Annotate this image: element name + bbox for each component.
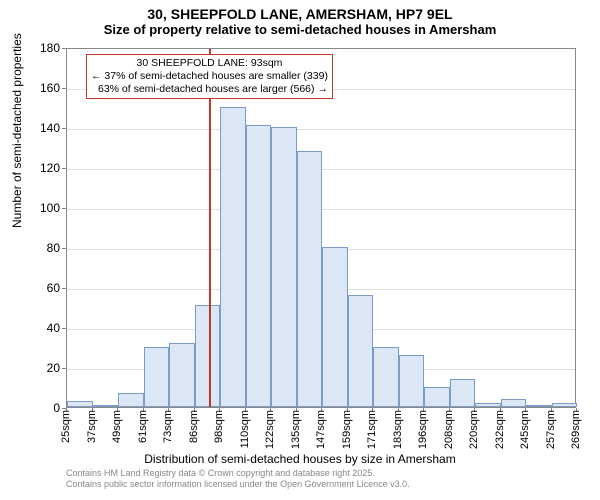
- ytick-mark: [62, 208, 66, 209]
- ytick-mark: [62, 248, 66, 249]
- histogram-bar: [501, 399, 527, 407]
- histogram-bar: [271, 127, 297, 407]
- histogram-bar: [118, 393, 144, 407]
- xtick-label: 196sqm: [417, 410, 429, 449]
- ytick-mark: [62, 368, 66, 369]
- marker-line: [209, 49, 211, 407]
- xtick-label: 183sqm: [392, 410, 404, 449]
- ytick-label: 160: [30, 81, 60, 95]
- xtick-label: 37sqm: [86, 410, 98, 443]
- xtick-label: 257sqm: [545, 410, 557, 449]
- ytick-label: 100: [30, 201, 60, 215]
- footnote: Contains HM Land Registry data © Crown c…: [66, 468, 410, 491]
- annotation-line: 30 SHEEPFOLD LANE: 93sqm: [91, 57, 328, 70]
- histogram-bar: [297, 151, 323, 407]
- xtick-label: 159sqm: [341, 410, 353, 449]
- ytick-mark: [62, 168, 66, 169]
- plot-area: [66, 48, 576, 408]
- ytick-label: 20: [30, 361, 60, 375]
- ytick-label: 120: [30, 161, 60, 175]
- histogram-bar: [246, 125, 272, 407]
- xtick-label: 61sqm: [137, 410, 149, 443]
- ytick-label: 60: [30, 281, 60, 295]
- chart-title: 30, SHEEPFOLD LANE, AMERSHAM, HP7 9EL: [0, 0, 600, 22]
- x-axis-label: Distribution of semi-detached houses by …: [0, 452, 600, 466]
- chart-container: 30, SHEEPFOLD LANE, AMERSHAM, HP7 9EL Si…: [0, 0, 600, 500]
- xtick-label: 147sqm: [315, 410, 327, 449]
- histogram-bar: [67, 401, 93, 407]
- ytick-mark: [62, 328, 66, 329]
- histogram-bar: [373, 347, 399, 407]
- xtick-label: 171sqm: [366, 410, 378, 449]
- footnote-line: Contains public sector information licen…: [66, 479, 410, 490]
- annotation-box: 30 SHEEPFOLD LANE: 93sqm← 37% of semi-de…: [86, 54, 333, 99]
- histogram-bar: [220, 107, 246, 407]
- histogram-bar: [552, 403, 578, 407]
- histogram-bar: [195, 305, 221, 407]
- histogram-bar: [93, 405, 119, 407]
- ytick-label: 0: [30, 401, 60, 415]
- histogram-bar: [399, 355, 425, 407]
- histogram-bar: [169, 343, 195, 407]
- xtick-label: 49sqm: [111, 410, 123, 443]
- xtick-label: 73sqm: [162, 410, 174, 443]
- histogram-bar: [144, 347, 170, 407]
- xtick-label: 25sqm: [60, 410, 72, 443]
- xtick-label: 122sqm: [264, 410, 276, 449]
- ytick-mark: [62, 48, 66, 49]
- ytick-label: 140: [30, 121, 60, 135]
- ytick-mark: [62, 88, 66, 89]
- histogram-bar: [450, 379, 476, 407]
- chart-subtitle: Size of property relative to semi-detach…: [0, 22, 600, 41]
- gridline: [67, 129, 575, 130]
- xtick-label: 269sqm: [570, 410, 582, 449]
- ytick-mark: [62, 128, 66, 129]
- xtick-label: 135sqm: [290, 410, 302, 449]
- y-axis-label: Number of semi-detached properties: [10, 33, 24, 228]
- histogram-bar: [475, 403, 501, 407]
- xtick-label: 110sqm: [239, 410, 251, 448]
- histogram-bar: [322, 247, 348, 407]
- annotation-line: 63% of semi-detached houses are larger (…: [91, 83, 328, 96]
- histogram-bar: [526, 405, 552, 407]
- xtick-label: 86sqm: [188, 410, 200, 443]
- annotation-line: ← 37% of semi-detached houses are smalle…: [91, 70, 328, 83]
- histogram-bar: [348, 295, 374, 407]
- xtick-label: 220sqm: [468, 410, 480, 449]
- xtick-label: 232sqm: [494, 410, 506, 449]
- xtick-label: 208sqm: [443, 410, 455, 449]
- ytick-label: 40: [30, 321, 60, 335]
- ytick-label: 80: [30, 241, 60, 255]
- ytick-label: 180: [30, 41, 60, 55]
- xtick-label: 245sqm: [519, 410, 531, 449]
- histogram-bar: [424, 387, 450, 407]
- footnote-line: Contains HM Land Registry data © Crown c…: [66, 468, 410, 479]
- ytick-mark: [62, 288, 66, 289]
- xtick-label: 98sqm: [213, 410, 225, 443]
